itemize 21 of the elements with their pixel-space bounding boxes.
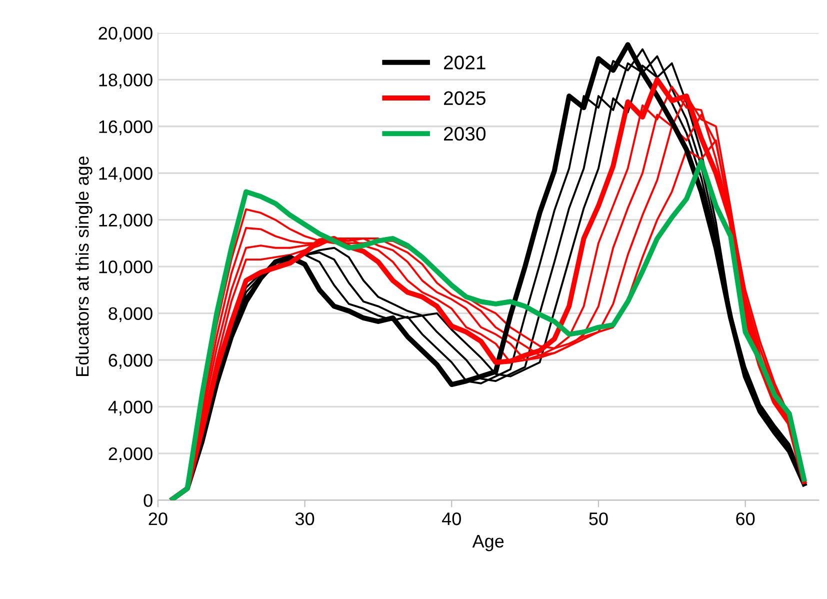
y-tick-label: 2,000 (108, 447, 152, 462)
x-tick-label: 20 (148, 512, 168, 526)
y-axis-title: Educators at this single age (75, 156, 92, 376)
y-tick-label: 14,000 (99, 167, 152, 182)
x-tick-label: 40 (442, 512, 461, 526)
legend-label: 2025 (444, 91, 486, 106)
y-tick-label: 10,000 (99, 260, 152, 276)
x-axis-title: Age (472, 535, 504, 552)
legend-label: 2021 (444, 56, 486, 70)
x-tick-label: 30 (295, 512, 314, 526)
y-tick-label: 4,000 (108, 400, 152, 416)
y-tick-label: 16,000 (99, 120, 152, 136)
y-tick-label: 6,000 (108, 354, 152, 369)
y-tick-label: 18,000 (99, 74, 152, 89)
x-tick-label: 60 (736, 512, 755, 526)
y-tick-label: 8,000 (108, 307, 152, 322)
y-tick-label: 12,000 (99, 214, 152, 229)
y-tick-label: 20,000 (98, 26, 152, 42)
x-tick-label: 50 (589, 512, 608, 526)
legend-label: 2030 (444, 126, 486, 141)
y-tick-label: 0 (144, 494, 152, 507)
